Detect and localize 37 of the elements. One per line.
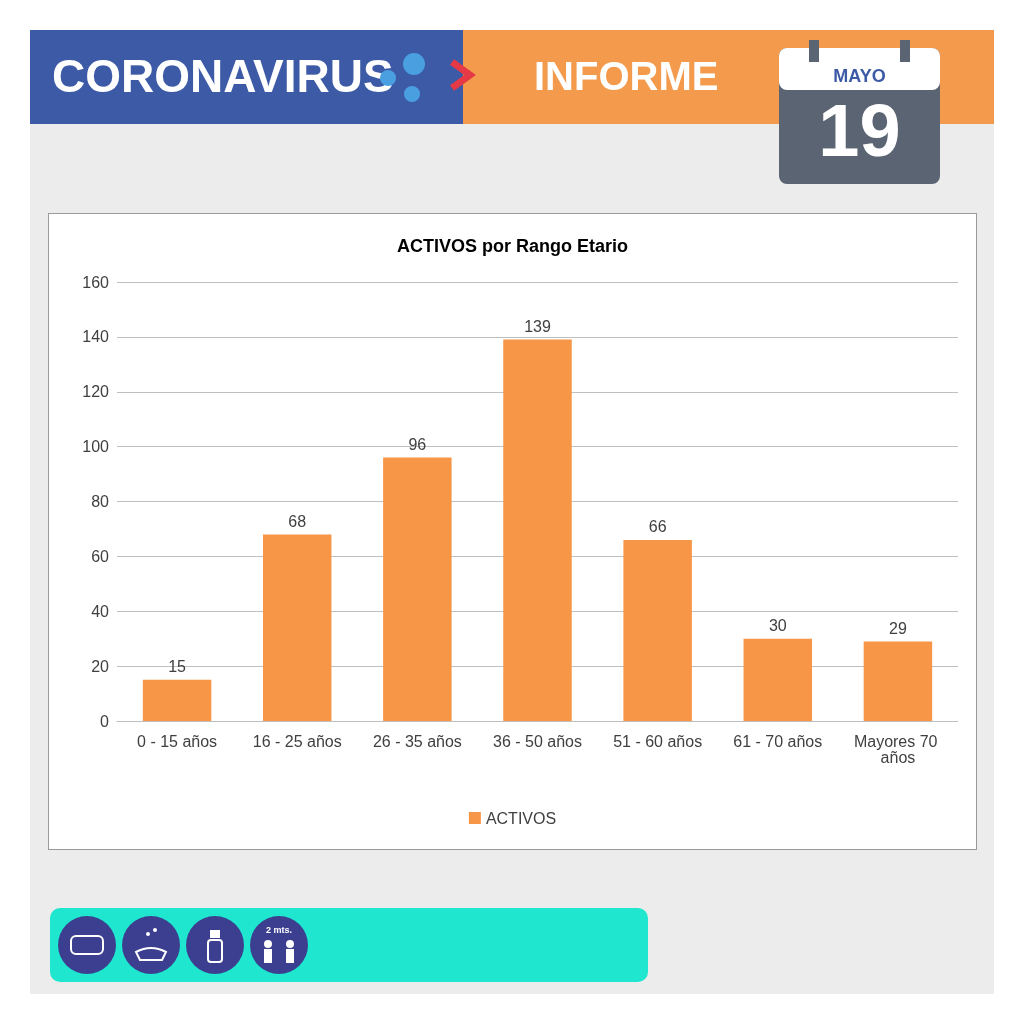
data-label: 96 <box>408 436 427 454</box>
y-tick-label: 40 <box>91 602 110 620</box>
x-tick-label: 16 - 25 años <box>252 732 342 750</box>
bar <box>503 339 572 721</box>
y-tick-label: 20 <box>91 657 110 675</box>
text: CORONAVIRUS <box>52 49 394 104</box>
x-tick-label: 36 - 50 años <box>493 732 582 750</box>
text: MAYO <box>832 66 887 87</box>
data-label: 29 <box>889 619 907 637</box>
bar <box>623 539 692 721</box>
data-label: 139 <box>524 318 551 336</box>
text: INFORME <box>534 53 719 100</box>
bar <box>743 638 813 721</box>
y-tick-label: 60 <box>91 547 110 565</box>
y-tick-label: 160 <box>82 273 110 291</box>
data-label: 30 <box>768 617 787 635</box>
y-tick-label: 100 <box>82 438 110 456</box>
data-label: 68 <box>288 512 307 530</box>
x-tick-label: Mayores 70 años <box>853 732 942 766</box>
data-label: 15 <box>168 658 187 676</box>
x-tick-label: 51 - 60 años <box>613 732 703 750</box>
y-tick-label: 120 <box>82 383 110 401</box>
legend-label: ACTIVOS <box>485 809 557 827</box>
bar <box>863 641 933 721</box>
text: 2 mts. <box>265 925 293 935</box>
text: 19 <box>817 88 902 174</box>
chart-title: ACTIVOS por Rango Etario <box>396 236 629 256</box>
bar <box>142 679 212 721</box>
y-tick-label: 80 <box>91 493 110 510</box>
data-label: 66 <box>648 518 667 536</box>
y-tick-label: 140 <box>82 328 110 346</box>
x-tick-label: 61 - 70 años <box>733 732 823 750</box>
y-tick-label: 0 <box>100 712 110 730</box>
x-tick-label: 26 - 35 años <box>372 732 462 750</box>
x-tick-label: 0 - 15 años <box>137 732 218 750</box>
bar <box>383 457 452 721</box>
bar <box>262 534 332 721</box>
